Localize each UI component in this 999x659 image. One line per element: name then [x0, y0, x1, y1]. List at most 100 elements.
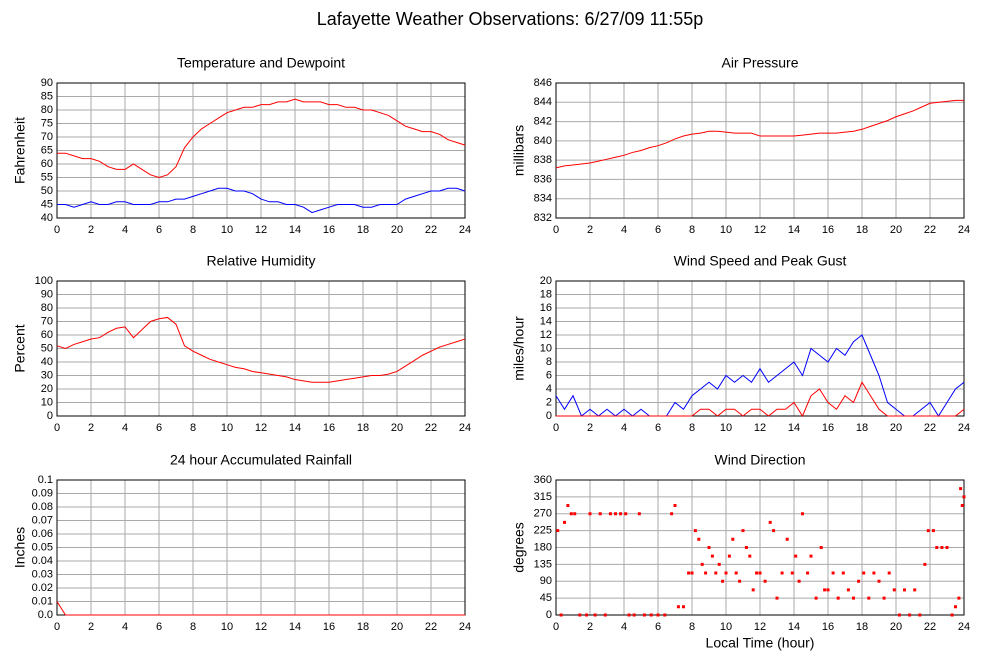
data-point [809, 554, 813, 558]
chart-title: Wind Speed and Peak Gust [674, 253, 847, 269]
x-tick-label: 8 [190, 621, 196, 633]
data-point [794, 554, 798, 558]
x-tick-label: 12 [255, 422, 267, 434]
data-point [862, 571, 866, 575]
data-point [670, 512, 674, 516]
x-tick-label: 24 [459, 422, 471, 434]
data-point [627, 613, 631, 617]
data-point [867, 596, 871, 600]
data-point [663, 613, 667, 617]
x-tick-label: 16 [323, 224, 335, 236]
data-point [962, 495, 966, 499]
y-tick-label: 135 [534, 558, 552, 570]
data-point [814, 596, 818, 600]
data-point [945, 546, 949, 549]
y-tick-label: 4 [546, 383, 552, 395]
data-point [738, 579, 742, 583]
data-point [846, 588, 850, 592]
data-line [555, 334, 965, 417]
y-tick-label: 80 [41, 104, 53, 116]
x-tick-label: 20 [391, 422, 403, 434]
data-point [585, 613, 589, 617]
y-tick-label: 45 [41, 198, 53, 210]
y-tick-label: 838 [534, 154, 552, 166]
y-tick-label: 840 [534, 135, 552, 147]
data-point [608, 512, 612, 516]
y-tick-label: 0 [546, 410, 552, 422]
x-tick-label: 20 [890, 621, 902, 633]
data-point [748, 554, 752, 558]
data-point [772, 529, 776, 533]
chart-title: Temperature and Dewpoint [177, 55, 345, 71]
data-point [819, 546, 823, 549]
data-point [775, 596, 779, 600]
y-tick-label: 0.04 [32, 555, 53, 567]
x-tick-label: 6 [156, 422, 162, 434]
x-tick-label: 14 [788, 422, 800, 434]
data-point [656, 613, 660, 617]
data-point [887, 571, 891, 575]
y-tick-label: 0.02 [32, 582, 53, 594]
x-tick-label: 20 [890, 224, 902, 236]
x-tick-label: 12 [754, 422, 766, 434]
data-point [710, 554, 714, 558]
y-tick-label: 90 [41, 288, 53, 300]
data-point [741, 529, 745, 533]
y-tick-label: 360 [534, 474, 552, 486]
x-tick-label: 0 [54, 224, 60, 236]
x-tick-label: 2 [587, 621, 593, 633]
data-point [642, 613, 646, 617]
x-tick-label: 22 [924, 422, 936, 434]
data-point [841, 571, 845, 575]
x-tick-label: 18 [856, 621, 868, 633]
data-point [908, 613, 912, 617]
data-point [826, 588, 830, 592]
x-tick-label: 8 [689, 224, 695, 236]
y-tick-label: 30 [41, 369, 53, 381]
page-title: Lafayette Weather Observations: 6/27/09 … [317, 9, 704, 29]
x-tick-label: 2 [587, 224, 593, 236]
y-tick-label: 80 [41, 302, 53, 314]
y-tick-label: 2 [546, 396, 552, 408]
data-point [785, 537, 789, 541]
data-point [954, 605, 957, 609]
data-point [563, 520, 566, 524]
data-point [913, 588, 917, 592]
x-tick-label: 16 [323, 621, 335, 633]
chart-title: Relative Humidity [207, 253, 316, 269]
x-tick-label: 10 [221, 621, 233, 633]
x-tick-label: 18 [856, 422, 868, 434]
data-point [751, 588, 755, 592]
data-point [693, 529, 697, 533]
data-point [950, 613, 954, 617]
y-tick-label: 0.0 [38, 609, 53, 621]
y-tick-label: 40 [41, 356, 53, 368]
x-tick-label: 4 [621, 224, 627, 236]
data-point [801, 512, 804, 516]
x-tick-label: 6 [655, 621, 661, 633]
data-point [676, 605, 680, 609]
data-point [649, 613, 653, 617]
data-point [744, 546, 748, 549]
y-axis-label: Percent [12, 324, 28, 372]
x-tick-label: 12 [255, 621, 267, 633]
x-tick-label: 22 [425, 224, 437, 236]
data-point [598, 512, 602, 516]
x-tick-label: 0 [553, 621, 559, 633]
data-point [727, 554, 731, 558]
x-tick-label: 0 [553, 224, 559, 236]
x-tick-label: 10 [720, 422, 732, 434]
data-point [614, 512, 617, 516]
y-tick-label: 90 [540, 575, 552, 587]
data-point [690, 571, 694, 575]
data-line [556, 381, 965, 418]
y-axis-label: Fahrenheit [12, 117, 28, 184]
x-tick-label: 4 [122, 621, 128, 633]
data-point [790, 571, 794, 575]
x-tick-label: 0 [54, 422, 60, 434]
y-tick-label: 0 [47, 410, 53, 422]
y-axis-label: miles/hour [511, 316, 527, 381]
y-tick-label: 6 [546, 369, 552, 381]
data-point [931, 529, 935, 533]
